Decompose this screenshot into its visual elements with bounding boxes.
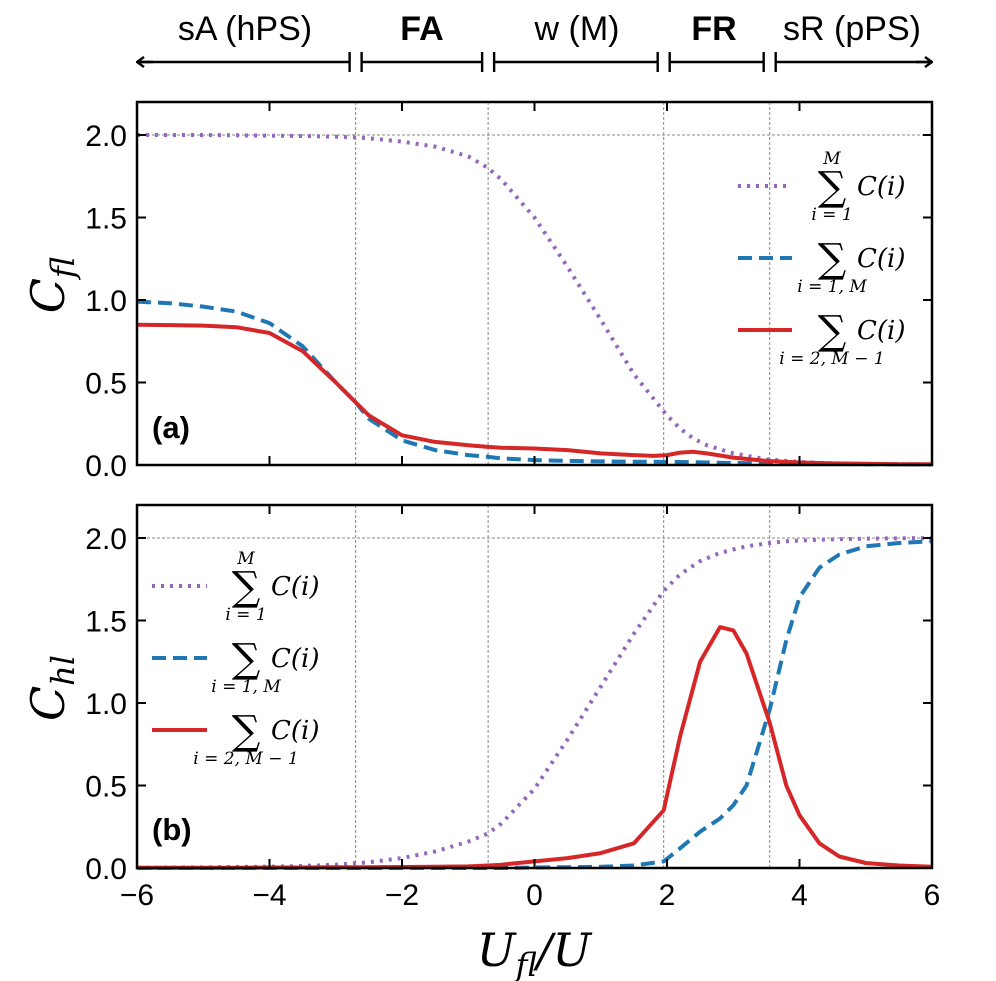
panel-a: 0.00.51.01.52.0 (a) Cfl ∑Mi = 1C(i)∑i = … <box>21 100 934 483</box>
panel-a-yticks: 0.0 0.5 1.0 1.5 2.0 <box>85 102 933 483</box>
ytick-label: 0.0 <box>85 853 127 886</box>
xtick-label: −4 <box>252 879 286 912</box>
ytick-label: 1.0 <box>85 688 127 721</box>
panel-b: 0.0 0.5 1.0 1.5 2.0 −6 −4 −2 0 2 4 6 (b) Chl Ufl/U… <box>21 503 940 981</box>
legend-sum-symbol: ∑ <box>818 308 847 354</box>
ytick-label: 0.0 <box>85 450 127 483</box>
ytick-label: 0.5 <box>85 368 127 401</box>
panel-a-label: (a) <box>152 410 190 445</box>
ytick-label: 2.0 <box>85 120 127 153</box>
series-line-sum_bulk <box>136 322 933 467</box>
phase-label-w: w (M) <box>534 10 620 48</box>
legend-sum-symbol: ∑ <box>232 708 261 754</box>
legend-term: C(i) <box>271 716 320 746</box>
phase-header: sA (hPS) FA w (M) FR sR (pPS) <box>137 10 932 72</box>
legend-sum-symbol: ∑ <box>818 236 847 282</box>
legend-sum-lower: i = 2, M − 1 <box>193 749 298 769</box>
legend-term: C(i) <box>857 244 906 274</box>
legend-sum-symbol: ∑ <box>232 636 261 682</box>
legend-term: C(i) <box>857 316 906 346</box>
ytick-label: 2.0 <box>85 523 127 556</box>
xtick-label: 2 <box>659 879 676 912</box>
xtick-label: 6 <box>924 879 941 912</box>
legend-term: C(i) <box>857 172 906 202</box>
series-line-sum_all <box>137 133 933 467</box>
panel-b-label: (b) <box>152 812 192 847</box>
ytick-label: 1.5 <box>85 606 127 639</box>
xtick-label: −6 <box>120 879 154 912</box>
legend-sum-lower: i = 1, M <box>797 277 867 297</box>
series-line-sum_all <box>136 536 933 870</box>
panel-b-legend: ∑Mi = 1C(i)∑i = 1, MC(i)∑i = 2, M − 1C(i… <box>152 549 320 769</box>
panel-b-ylabel: Chl <box>21 655 82 721</box>
series-line-sum_edges <box>136 299 933 467</box>
panel-a-lines <box>136 133 933 467</box>
panel-a-legend: ∑Mi = 1C(i)∑i = 1, MC(i)∑i = 2, M − 1C(i… <box>738 149 906 369</box>
legend-sum-lower: i = 1 <box>225 605 266 625</box>
xtick-label: −2 <box>385 879 419 912</box>
legend-sum-symbol: ∑ <box>232 564 261 610</box>
legend-sum-lower: i = 2, M − 1 <box>779 349 884 369</box>
legend-sum-symbol: ∑ <box>818 164 847 210</box>
panel-b-xticks: −6 −4 −2 0 2 4 6 <box>120 879 940 912</box>
legend-sum-lower: i = 1 <box>811 205 852 225</box>
phase-label-sr: sR (pPS) <box>783 10 921 48</box>
x-axis-label: Ufl/U <box>477 923 594 981</box>
phase-label-fr: FR <box>691 10 736 48</box>
panel-a-ylabel: Cfl <box>21 257 82 314</box>
ytick-label: 1.0 <box>85 285 127 318</box>
xtick-label: 0 <box>526 879 543 912</box>
phase-label-fa: FA <box>400 10 443 48</box>
legend-sum-lower: i = 1, M <box>211 677 281 697</box>
legend-sum-upper: M <box>822 149 841 169</box>
ytick-label: 0.5 <box>85 771 127 804</box>
xtick-label: 4 <box>791 879 808 912</box>
legend-sum-upper: M <box>236 549 255 569</box>
legend-term: C(i) <box>271 572 320 602</box>
legend-term: C(i) <box>271 644 320 674</box>
phase-arrows <box>137 52 932 72</box>
phase-label-sa: sA (hPS) <box>178 10 312 48</box>
panel-b-yticks: 0.0 0.5 1.0 1.5 2.0 <box>85 505 933 886</box>
ytick-label: 1.5 <box>85 203 127 236</box>
